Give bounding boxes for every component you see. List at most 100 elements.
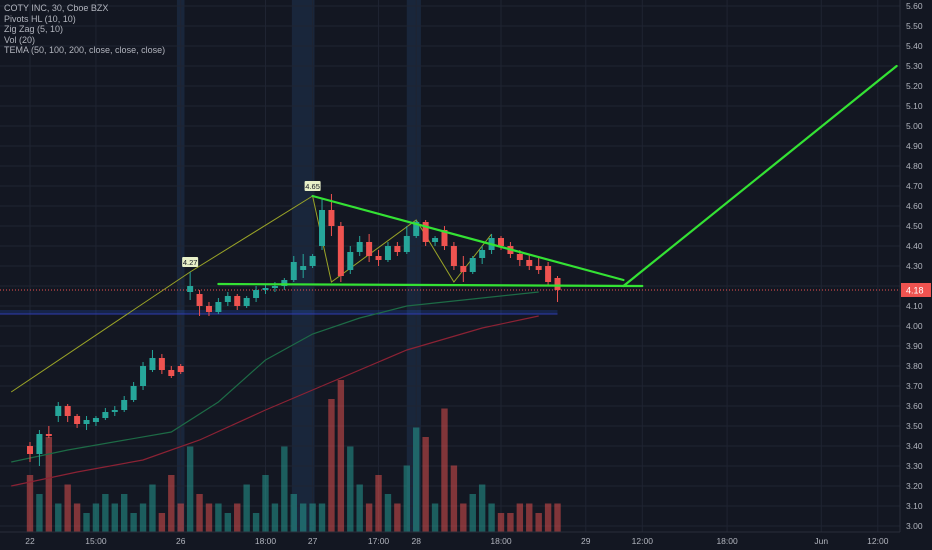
- symbol-title: COTY INC, 30, Cboe BZX: [4, 3, 109, 13]
- candle-body: [281, 280, 288, 286]
- candle-body: [102, 412, 109, 418]
- volume-bar: [450, 465, 458, 532]
- volume-bar: [102, 494, 109, 532]
- trendline-2[interactable]: [622, 64, 898, 288]
- price-tick-label: 4.90: [906, 141, 923, 151]
- candle-body: [366, 242, 373, 256]
- volume-bar: [309, 503, 316, 532]
- candle-body: [262, 288, 269, 290]
- candle-body: [168, 370, 175, 376]
- candle-body: [375, 256, 382, 260]
- price-tick-label: 4.10: [906, 301, 923, 311]
- volume-bar: [337, 380, 345, 532]
- time-tick-label: Jun: [814, 536, 828, 546]
- volume-bar: [262, 475, 269, 532]
- volume-bar: [469, 494, 476, 532]
- volume-bar: [234, 503, 241, 532]
- volume-bar: [252, 513, 260, 532]
- indicator-volume[interactable]: Vol (20): [4, 34, 36, 45]
- price-tick-label: 5.60: [906, 1, 923, 11]
- pivot-label-box: [182, 257, 199, 267]
- volume-bar: [478, 484, 486, 532]
- candle-body: [27, 446, 33, 454]
- volume-bar: [497, 513, 505, 532]
- price-tick-label: 5.50: [906, 21, 923, 31]
- price-tick-label: 3.50: [906, 421, 923, 431]
- chart-legend: COTY INC, 30, Cboe BZX Pivots HL (10, 10…: [4, 3, 165, 56]
- price-tick-label: 4.40: [906, 241, 923, 251]
- price-tick-label: 3.90: [906, 341, 923, 351]
- candle-body: [130, 386, 137, 400]
- time-tick-label: 18:00: [490, 536, 512, 546]
- volume-bar: [554, 503, 561, 532]
- volume-bar: [328, 399, 335, 532]
- volume-bar: [139, 503, 147, 532]
- volume-bar: [149, 484, 156, 532]
- volume-bar: [168, 475, 175, 532]
- pivot-label: 4.65: [304, 181, 321, 191]
- indicator-tema[interactable]: TEMA (50, 100, 200, close, close, close): [4, 45, 166, 55]
- candle-body: [413, 222, 420, 236]
- candle-body: [92, 418, 99, 422]
- trendline-1[interactable]: [217, 282, 644, 288]
- time-tick-label: 26: [176, 536, 186, 546]
- candle-body: [498, 238, 504, 246]
- trendline-0[interactable]: [311, 194, 625, 282]
- pivot-label: 4.27: [182, 257, 199, 267]
- candle-body: [149, 358, 156, 370]
- time-tick-label: 29: [581, 536, 591, 546]
- time-axis[interactable]: [0, 532, 932, 550]
- volume-bar: [121, 494, 128, 532]
- price-axis[interactable]: [900, 0, 932, 550]
- price-tick-label: 5.00: [906, 121, 923, 131]
- volume-bar: [507, 513, 514, 532]
- last-price-badge: [901, 283, 931, 297]
- volume-bar: [431, 503, 439, 532]
- candle-body: [554, 278, 561, 290]
- volume-bar: [64, 484, 71, 532]
- candle-body: [36, 434, 43, 454]
- price-tick-label: 3.30: [906, 461, 923, 471]
- volume-bar: [365, 503, 373, 532]
- volume-bar: [441, 408, 448, 532]
- candle-body: [403, 236, 410, 252]
- candle-body: [422, 222, 429, 242]
- candle-body: [347, 252, 354, 270]
- tema-100-line: [11, 315, 539, 487]
- price-tick-label: 3.80: [906, 361, 923, 371]
- volume-bar: [544, 503, 552, 532]
- price-tick-label: 5.40: [906, 41, 923, 51]
- candle-body: [45, 434, 52, 436]
- candle-body: [535, 266, 542, 270]
- candle-body: [526, 260, 533, 266]
- volume-bar: [36, 494, 43, 532]
- indicator-zigzag[interactable]: Zig Zag (5, 10): [4, 24, 64, 34]
- volume-bar: [243, 484, 250, 532]
- price-tick-label: 4.70: [906, 181, 923, 191]
- indicator-pivots[interactable]: Pivots HL (10, 10): [4, 13, 76, 24]
- volume-bar: [271, 503, 279, 532]
- volume-bar: [92, 503, 100, 532]
- volume-bar: [413, 427, 420, 532]
- candle-body: [196, 294, 203, 306]
- price-tick-label: 4.30: [906, 261, 923, 271]
- candle-body: [83, 420, 90, 424]
- candle-body: [121, 400, 128, 410]
- volume-bar: [488, 503, 495, 532]
- volume-bar: [215, 503, 222, 532]
- volume-bar: [356, 484, 363, 532]
- time-tick-label: 15:00: [85, 536, 107, 546]
- volume-bar: [318, 503, 326, 532]
- volume-bar: [394, 503, 401, 532]
- price-tick-label: 4.00: [906, 321, 923, 331]
- candle-body: [516, 254, 523, 260]
- price-tick-label: 3.40: [906, 441, 923, 451]
- candle-body: [55, 406, 62, 416]
- volume-bar: [384, 494, 392, 532]
- volume-bar: [45, 437, 53, 532]
- candle-body: [177, 366, 184, 372]
- volume-bar: [403, 465, 410, 532]
- candle-body: [337, 226, 344, 276]
- volume-bar: [196, 494, 203, 532]
